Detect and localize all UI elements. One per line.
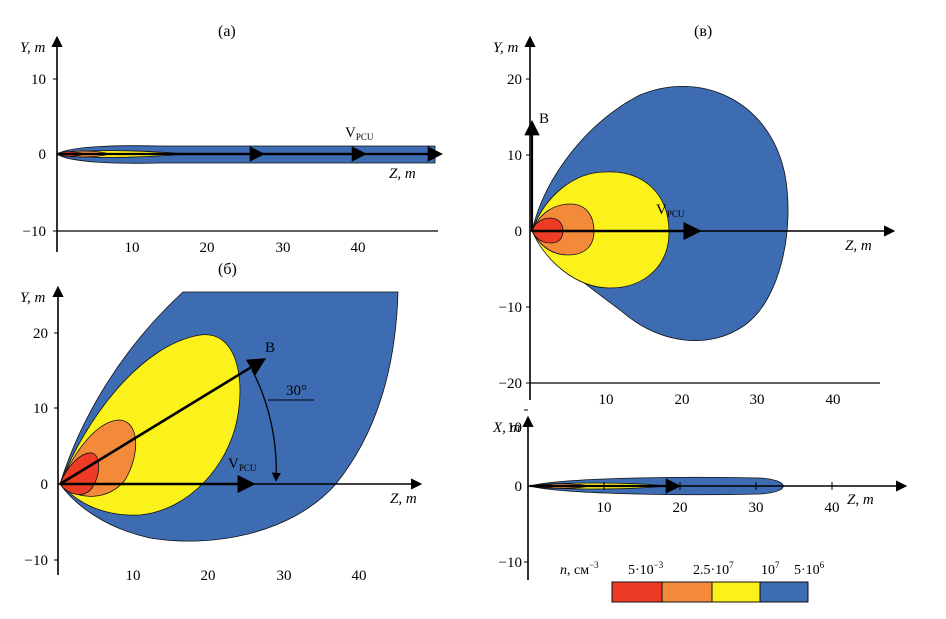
panel-b-angle-label: 30° [286, 383, 307, 399]
panel-x-xtick: 40 [825, 500, 840, 516]
panel-b-ytick: 0 [41, 477, 49, 493]
legend: n, см−3 5·10−3 2.5·107 107 5·106 [560, 560, 825, 603]
panel-v-ytick: −10 [499, 300, 522, 316]
panel-v-label: (в) [694, 23, 712, 40]
panel-v-contours [531, 86, 789, 341]
legend-value: 5·106 [794, 560, 825, 578]
panel-b-ytick: 20 [33, 326, 48, 342]
panel-v-y-label: Y, m [493, 40, 518, 56]
panel-v: (в) 20 10 0 −10 −20 10 20 30 40 Y, m Z, … [493, 23, 896, 408]
panel-v-b-label: B [539, 111, 549, 127]
panel-x-xtick: 30 [749, 500, 764, 516]
legend-swatch-orange [661, 581, 713, 603]
panel-b-b-arrow [59, 358, 267, 486]
panel-x-x-ticks [603, 482, 833, 490]
legend-value: 5·10−3 [628, 560, 664, 578]
panel-v-x-label: Z, m [845, 238, 872, 254]
legend-value: 2.5·107 [693, 560, 734, 578]
panel-b-xtick: 40 [352, 568, 367, 584]
legend-swatch-blue [759, 581, 809, 603]
panel-a-xtick: 40 [351, 240, 366, 256]
panel-x-ytick: 10 [507, 420, 522, 436]
panel-a-y-ticks [53, 78, 57, 232]
panel-b-ytick: 10 [33, 401, 48, 417]
panel-a-x-label: Z, m [389, 166, 416, 182]
panel-v-ytick: −20 [499, 376, 522, 392]
panel-a-xtick: 10 [125, 240, 140, 256]
panel-v-xtick: 10 [599, 392, 614, 408]
panel-b: (б) 20 10 0 −10 10 20 30 40 Y, m Z, m B … [20, 261, 423, 584]
panel-v-vpcu-label: VPCU [656, 202, 685, 219]
panel-a-xtick: 20 [200, 240, 215, 256]
panel-v-ytick: 0 [515, 224, 523, 240]
panel-x-xtick: 20 [673, 500, 688, 516]
panel-v-xtick: 30 [750, 392, 765, 408]
panel-b-xtick: 10 [126, 568, 141, 584]
panel-v-ytick: 10 [507, 148, 522, 164]
panel-b-vpcu-label: VPCU [228, 456, 257, 473]
panel-b-xtick: 20 [201, 568, 216, 584]
panel-a-ytick: 0 [39, 147, 47, 163]
panel-x-xtick: 10 [597, 500, 612, 516]
panel-x: 10 0 −10 10 20 30 40 X, m Z, m [492, 409, 908, 580]
panel-b-y-label: Y, m [20, 290, 45, 306]
panel-b-y-ticks [54, 332, 58, 561]
legend-swatch-red [611, 581, 663, 603]
legend-swatch-yellow [711, 581, 761, 603]
panel-v-xtick: 20 [675, 392, 690, 408]
panel-v-y-ticks [526, 78, 530, 384]
panel-v-xtick: 40 [826, 392, 841, 408]
legend-swatches [611, 581, 809, 603]
panel-x-ytick: −10 [499, 555, 522, 571]
panel-b-xtick: 30 [277, 568, 292, 584]
legend-title: n, см−3 [560, 560, 599, 578]
panel-x-x-label: Z, m [847, 492, 874, 508]
panel-x-ytick: 0 [515, 479, 523, 495]
panel-b-angle-arc [251, 369, 281, 482]
panel-a-label: (a) [218, 23, 236, 40]
panel-a-ytick: 10 [31, 72, 46, 88]
panel-b-x-label: Z, m [390, 491, 417, 507]
panel-v-ytick: 20 [507, 72, 522, 88]
panel-a-y-label: Y, m [20, 40, 45, 56]
panel-a: (a) 10 0 −10 10 20 30 40 Y, m Z, m VPCU [20, 23, 444, 256]
panel-a-vpcu-label: VPCU [345, 125, 374, 142]
panel-a-xtick: 30 [276, 240, 291, 256]
panel-b-ytick: −10 [25, 553, 48, 569]
panel-a-ytick: −10 [23, 224, 46, 240]
legend-value: 107 [761, 560, 780, 578]
panel-x-y-label: X, m [492, 420, 521, 436]
panel-b-contours [59, 291, 399, 542]
panel-b-label: (б) [218, 261, 237, 278]
panel-b-b-label: B [265, 340, 275, 356]
panel-x-y-ticks [524, 409, 528, 563]
